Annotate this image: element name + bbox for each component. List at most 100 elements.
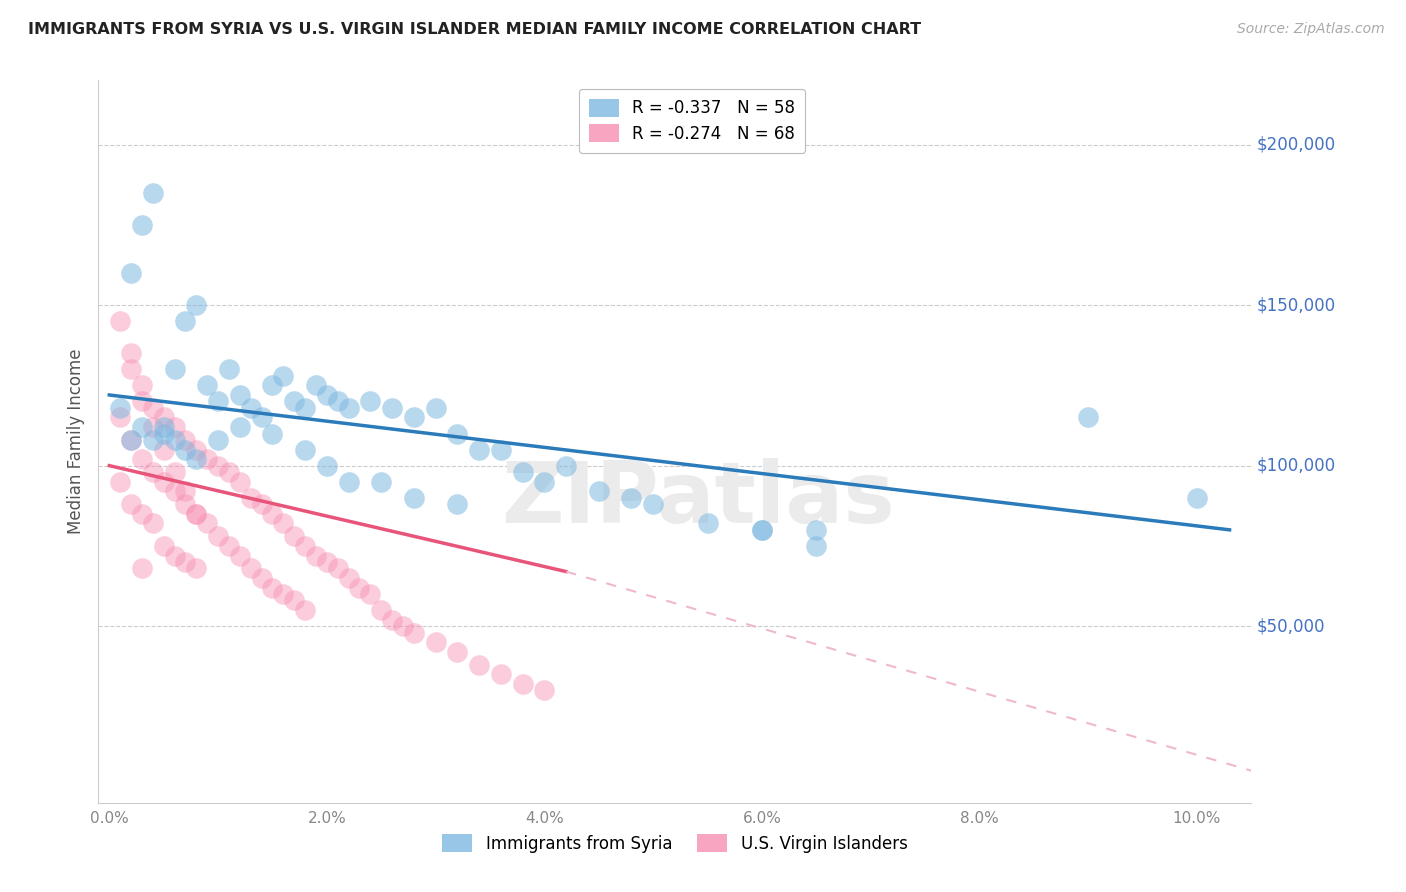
Point	[186, 442, 208, 457]
Point	[806, 539, 828, 553]
Y-axis label: Median Family Income: Median Family Income	[67, 349, 86, 534]
Point	[186, 298, 208, 312]
Point	[152, 475, 174, 489]
Point	[294, 442, 316, 457]
Point	[174, 433, 197, 447]
Point	[131, 218, 153, 232]
Point	[239, 491, 262, 505]
Point	[381, 401, 404, 415]
Point	[533, 475, 555, 489]
Point	[250, 410, 273, 425]
Point	[142, 420, 165, 434]
Point	[283, 394, 305, 409]
Point	[262, 507, 284, 521]
Point	[555, 458, 578, 473]
Point	[425, 635, 447, 649]
Legend: Immigrants from Syria, U.S. Virgin Islanders: Immigrants from Syria, U.S. Virgin Islan…	[436, 828, 914, 860]
Point	[370, 603, 392, 617]
Point	[315, 388, 337, 402]
Point	[370, 475, 392, 489]
Point	[163, 549, 186, 563]
Point	[174, 497, 197, 511]
Point	[174, 442, 197, 457]
Point	[305, 549, 328, 563]
Text: IMMIGRANTS FROM SYRIA VS U.S. VIRGIN ISLANDER MEDIAN FAMILY INCOME CORRELATION C: IMMIGRANTS FROM SYRIA VS U.S. VIRGIN ISL…	[28, 22, 921, 37]
Point	[239, 401, 262, 415]
Point	[152, 539, 174, 553]
Point	[446, 426, 468, 441]
Point	[152, 426, 174, 441]
Point	[283, 593, 305, 607]
Point	[186, 507, 208, 521]
Point	[250, 571, 273, 585]
Point	[294, 603, 316, 617]
Point	[696, 516, 718, 531]
Point	[402, 625, 425, 640]
Point	[163, 420, 186, 434]
Point	[120, 346, 142, 360]
Point	[163, 433, 186, 447]
Point	[218, 362, 240, 376]
Point	[337, 401, 360, 415]
Point	[262, 378, 284, 392]
Point	[315, 555, 337, 569]
Point	[218, 539, 240, 553]
Point	[108, 401, 131, 415]
Point	[489, 442, 512, 457]
Point	[229, 420, 252, 434]
Text: Source: ZipAtlas.com: Source: ZipAtlas.com	[1237, 22, 1385, 37]
Point	[142, 401, 165, 415]
Point	[262, 581, 284, 595]
Point	[402, 491, 425, 505]
Point	[163, 465, 186, 479]
Point	[186, 561, 208, 575]
Point	[273, 587, 295, 601]
Point	[174, 484, 197, 499]
Point	[207, 529, 229, 543]
Point	[131, 420, 153, 434]
Point	[131, 452, 153, 467]
Point	[402, 410, 425, 425]
Point	[806, 523, 828, 537]
Point	[186, 507, 208, 521]
Point	[152, 420, 174, 434]
Point	[294, 401, 316, 415]
Point	[120, 433, 142, 447]
Point	[239, 561, 262, 575]
Point	[229, 475, 252, 489]
Point	[142, 516, 165, 531]
Point	[512, 677, 534, 691]
Point	[131, 378, 153, 392]
Point	[218, 465, 240, 479]
Point	[142, 186, 165, 200]
Point	[131, 507, 153, 521]
Point	[262, 426, 284, 441]
Text: ZIPatlas: ZIPatlas	[501, 458, 894, 541]
Point	[120, 266, 142, 280]
Point	[207, 394, 229, 409]
Point	[512, 465, 534, 479]
Point	[425, 401, 447, 415]
Point	[131, 561, 153, 575]
Point	[337, 475, 360, 489]
Point	[250, 497, 273, 511]
Point	[751, 523, 773, 537]
Point	[120, 362, 142, 376]
Point	[273, 516, 295, 531]
Point	[163, 484, 186, 499]
Point	[163, 362, 186, 376]
Point	[120, 497, 142, 511]
Text: $200,000: $200,000	[1257, 136, 1336, 153]
Point	[120, 433, 142, 447]
Point	[108, 410, 131, 425]
Point	[152, 442, 174, 457]
Point	[349, 581, 371, 595]
Point	[468, 657, 491, 672]
Point	[620, 491, 643, 505]
Point	[229, 549, 252, 563]
Text: $100,000: $100,000	[1257, 457, 1336, 475]
Point	[315, 458, 337, 473]
Point	[588, 484, 610, 499]
Point	[131, 394, 153, 409]
Point	[207, 458, 229, 473]
